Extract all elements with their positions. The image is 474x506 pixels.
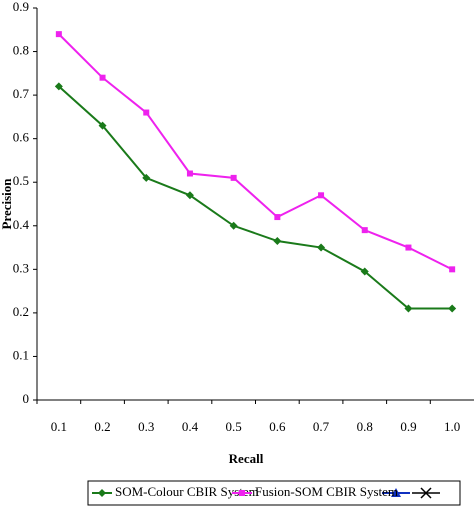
legend-marker: [98, 489, 106, 497]
series-line: [58, 33, 453, 271]
point: [361, 227, 368, 234]
y-axis-title: Precision: [0, 178, 14, 230]
y-tick-label: 0.7: [13, 86, 30, 101]
y-tick-label: 0: [23, 391, 30, 406]
legend-marker: [391, 488, 401, 497]
point: [186, 170, 193, 177]
point: [274, 214, 281, 221]
y-tick-label: 0.1: [13, 347, 29, 362]
x-tick-label: 0.5: [226, 419, 242, 434]
y-tick-label: 0.3: [13, 260, 29, 275]
y-tick-label: 0.8: [13, 43, 29, 58]
legend-box: [87, 480, 461, 506]
point: [229, 221, 238, 230]
x-tick-label: 0.1: [51, 419, 67, 434]
x-tick-label: 0.9: [400, 419, 416, 434]
y-tick-label: 0.4: [13, 217, 30, 232]
point: [143, 109, 150, 116]
point: [54, 82, 63, 91]
legend-label: Fusion-SOM CBIR System: [255, 484, 398, 499]
y-tick-label: 0.5: [13, 173, 29, 188]
point: [360, 267, 369, 276]
point: [317, 243, 326, 252]
legend-marker: [239, 490, 245, 496]
x-tick-label: 0.6: [269, 419, 286, 434]
x-axis-title: Recall: [229, 451, 264, 466]
legend-marker: [420, 487, 432, 499]
legend-label: SOM-Colour CBIR System: [115, 484, 259, 499]
y-tick-label: 0.6: [13, 130, 30, 145]
x-tick-label: 0.3: [138, 419, 154, 434]
point: [318, 192, 325, 199]
point: [230, 174, 237, 181]
series-line: [58, 85, 453, 310]
point: [55, 31, 62, 38]
x-tick-label: 0.2: [94, 419, 110, 434]
point: [404, 304, 413, 313]
y-tick-label: 0.9: [13, 0, 29, 14]
y-tick-label: 0.2: [13, 304, 29, 319]
point: [185, 191, 194, 200]
x-tick-label: 0.7: [313, 419, 330, 434]
point: [273, 237, 282, 246]
point: [142, 173, 151, 182]
point: [99, 74, 106, 81]
x-tick-label: 1.0: [444, 419, 460, 434]
point: [448, 304, 457, 313]
x-tick-label: 0.8: [357, 419, 373, 434]
point: [405, 244, 412, 251]
point: [449, 266, 456, 273]
point: [98, 121, 107, 130]
x-tick-label: 0.4: [182, 419, 199, 434]
